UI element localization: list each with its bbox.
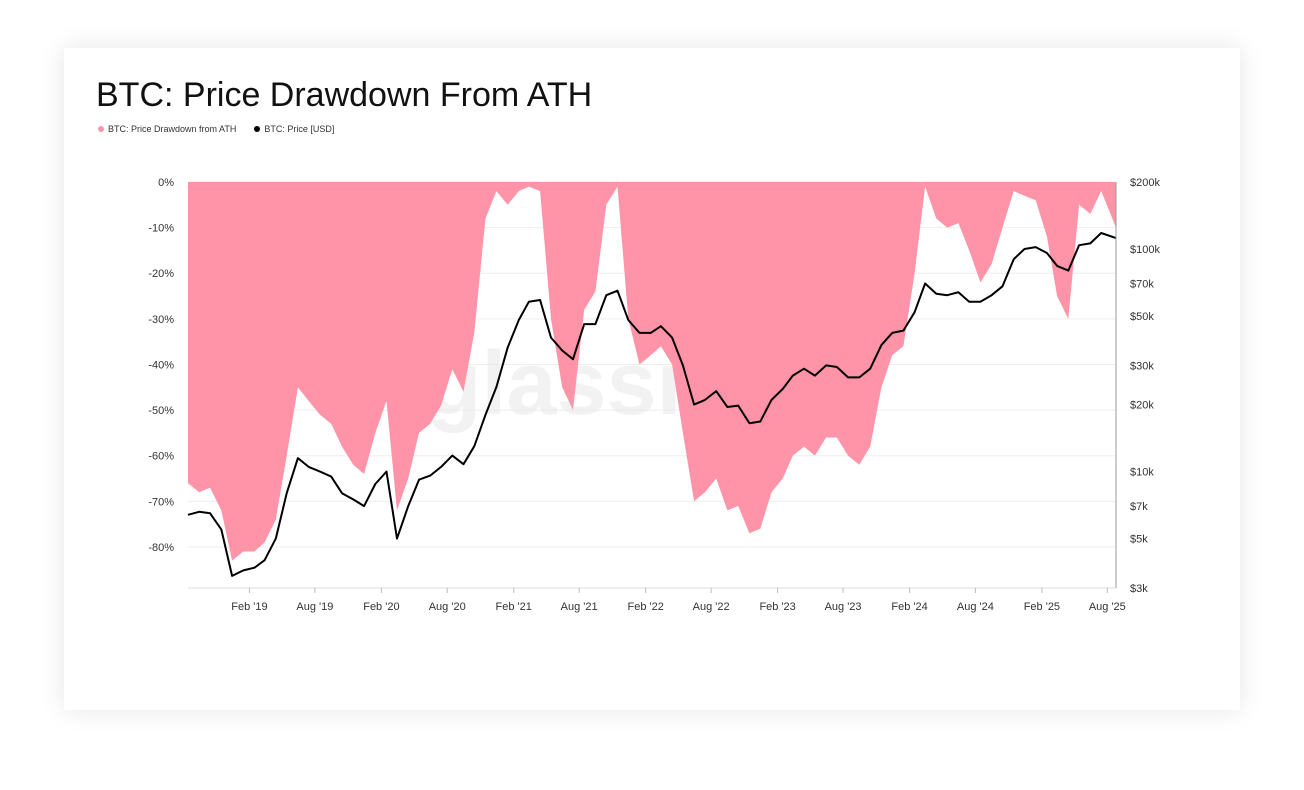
legend-item-price[interactable]: BTC: Price [USD] bbox=[254, 124, 334, 134]
drawdown-area-layer bbox=[188, 182, 1116, 561]
legend-swatch-drawdown bbox=[98, 126, 104, 132]
y-left-tick-label: -60% bbox=[148, 451, 174, 463]
price-line bbox=[187, 232, 1117, 577]
x-tick-label: Feb '24 bbox=[891, 601, 927, 613]
chart-legend: BTC: Price Drawdown from ATH BTC: Price … bbox=[98, 124, 334, 134]
x-tick-label: Aug '20 bbox=[429, 601, 466, 613]
y-right-tick-label: $20k bbox=[1130, 400, 1154, 412]
axis-layer: 0% -10% -20% -30% -40% -50% -60% -70% -80% $200k $… bbox=[148, 177, 1160, 613]
x-tick-label: Aug '25 bbox=[1089, 601, 1126, 613]
x-tick-label: Feb '19 bbox=[231, 601, 267, 613]
y-right-tick-label: $30k bbox=[1130, 360, 1154, 372]
legend-swatch-price bbox=[254, 126, 261, 132]
legend-item-drawdown[interactable]: BTC: Price Drawdown from ATH bbox=[98, 124, 236, 134]
y-left-tick-label: -30% bbox=[148, 314, 174, 326]
y-left-tick-label: -70% bbox=[148, 496, 174, 508]
y-left-tick-label: -20% bbox=[148, 268, 174, 280]
legend-label-drawdown: BTC: Price Drawdown from ATH bbox=[108, 124, 237, 134]
x-tick-label: Feb '20 bbox=[363, 601, 399, 613]
x-tick-label: Aug '19 bbox=[296, 601, 333, 613]
x-tick-label: Feb '23 bbox=[759, 601, 795, 613]
y-right-tick-label: $200k bbox=[1130, 177, 1160, 189]
y-right-tick-label: $50k bbox=[1130, 311, 1154, 323]
chart-plot: glassnode 0%-10%-20%-30%-40%-50%-60%-70%… bbox=[148, 177, 1160, 613]
x-tick-label: Aug '23 bbox=[825, 601, 862, 613]
y-right-tick-label: $100k bbox=[1130, 244, 1160, 256]
y-right-tick-label: $3k bbox=[1130, 583, 1148, 595]
chart-card: BTC: Price Drawdown From ATH BTC: Price … bbox=[64, 48, 1240, 710]
x-tick-label: Aug '24 bbox=[957, 601, 994, 613]
y-right-tick-label: $10k bbox=[1130, 467, 1154, 479]
x-tick-label: Aug '21 bbox=[561, 601, 598, 613]
drawdown-area bbox=[188, 182, 1116, 561]
y-left-tick-label: 0% bbox=[158, 177, 174, 189]
x-tick-label: Aug '22 bbox=[693, 601, 730, 613]
y-left-tick-label: -10% bbox=[148, 223, 174, 235]
x-tick-label: Feb '22 bbox=[627, 601, 663, 613]
y-left-tick-label: -80% bbox=[148, 542, 174, 554]
chart-title: BTC: Price Drawdown From ATH bbox=[96, 76, 593, 114]
y-right-tick-label: $5k bbox=[1130, 534, 1148, 546]
y-left-tick-label: -40% bbox=[148, 359, 174, 371]
x-tick-label: Feb '25 bbox=[1024, 601, 1060, 613]
y-right-tick-label: $70k bbox=[1130, 278, 1154, 290]
price-line-layer bbox=[187, 232, 1117, 577]
x-tick-label: Feb '21 bbox=[496, 601, 532, 613]
y-left-tick-label: -50% bbox=[148, 405, 174, 417]
y-right-tick-label: $7k bbox=[1130, 501, 1148, 513]
legend-label-price: BTC: Price [USD] bbox=[264, 124, 335, 134]
